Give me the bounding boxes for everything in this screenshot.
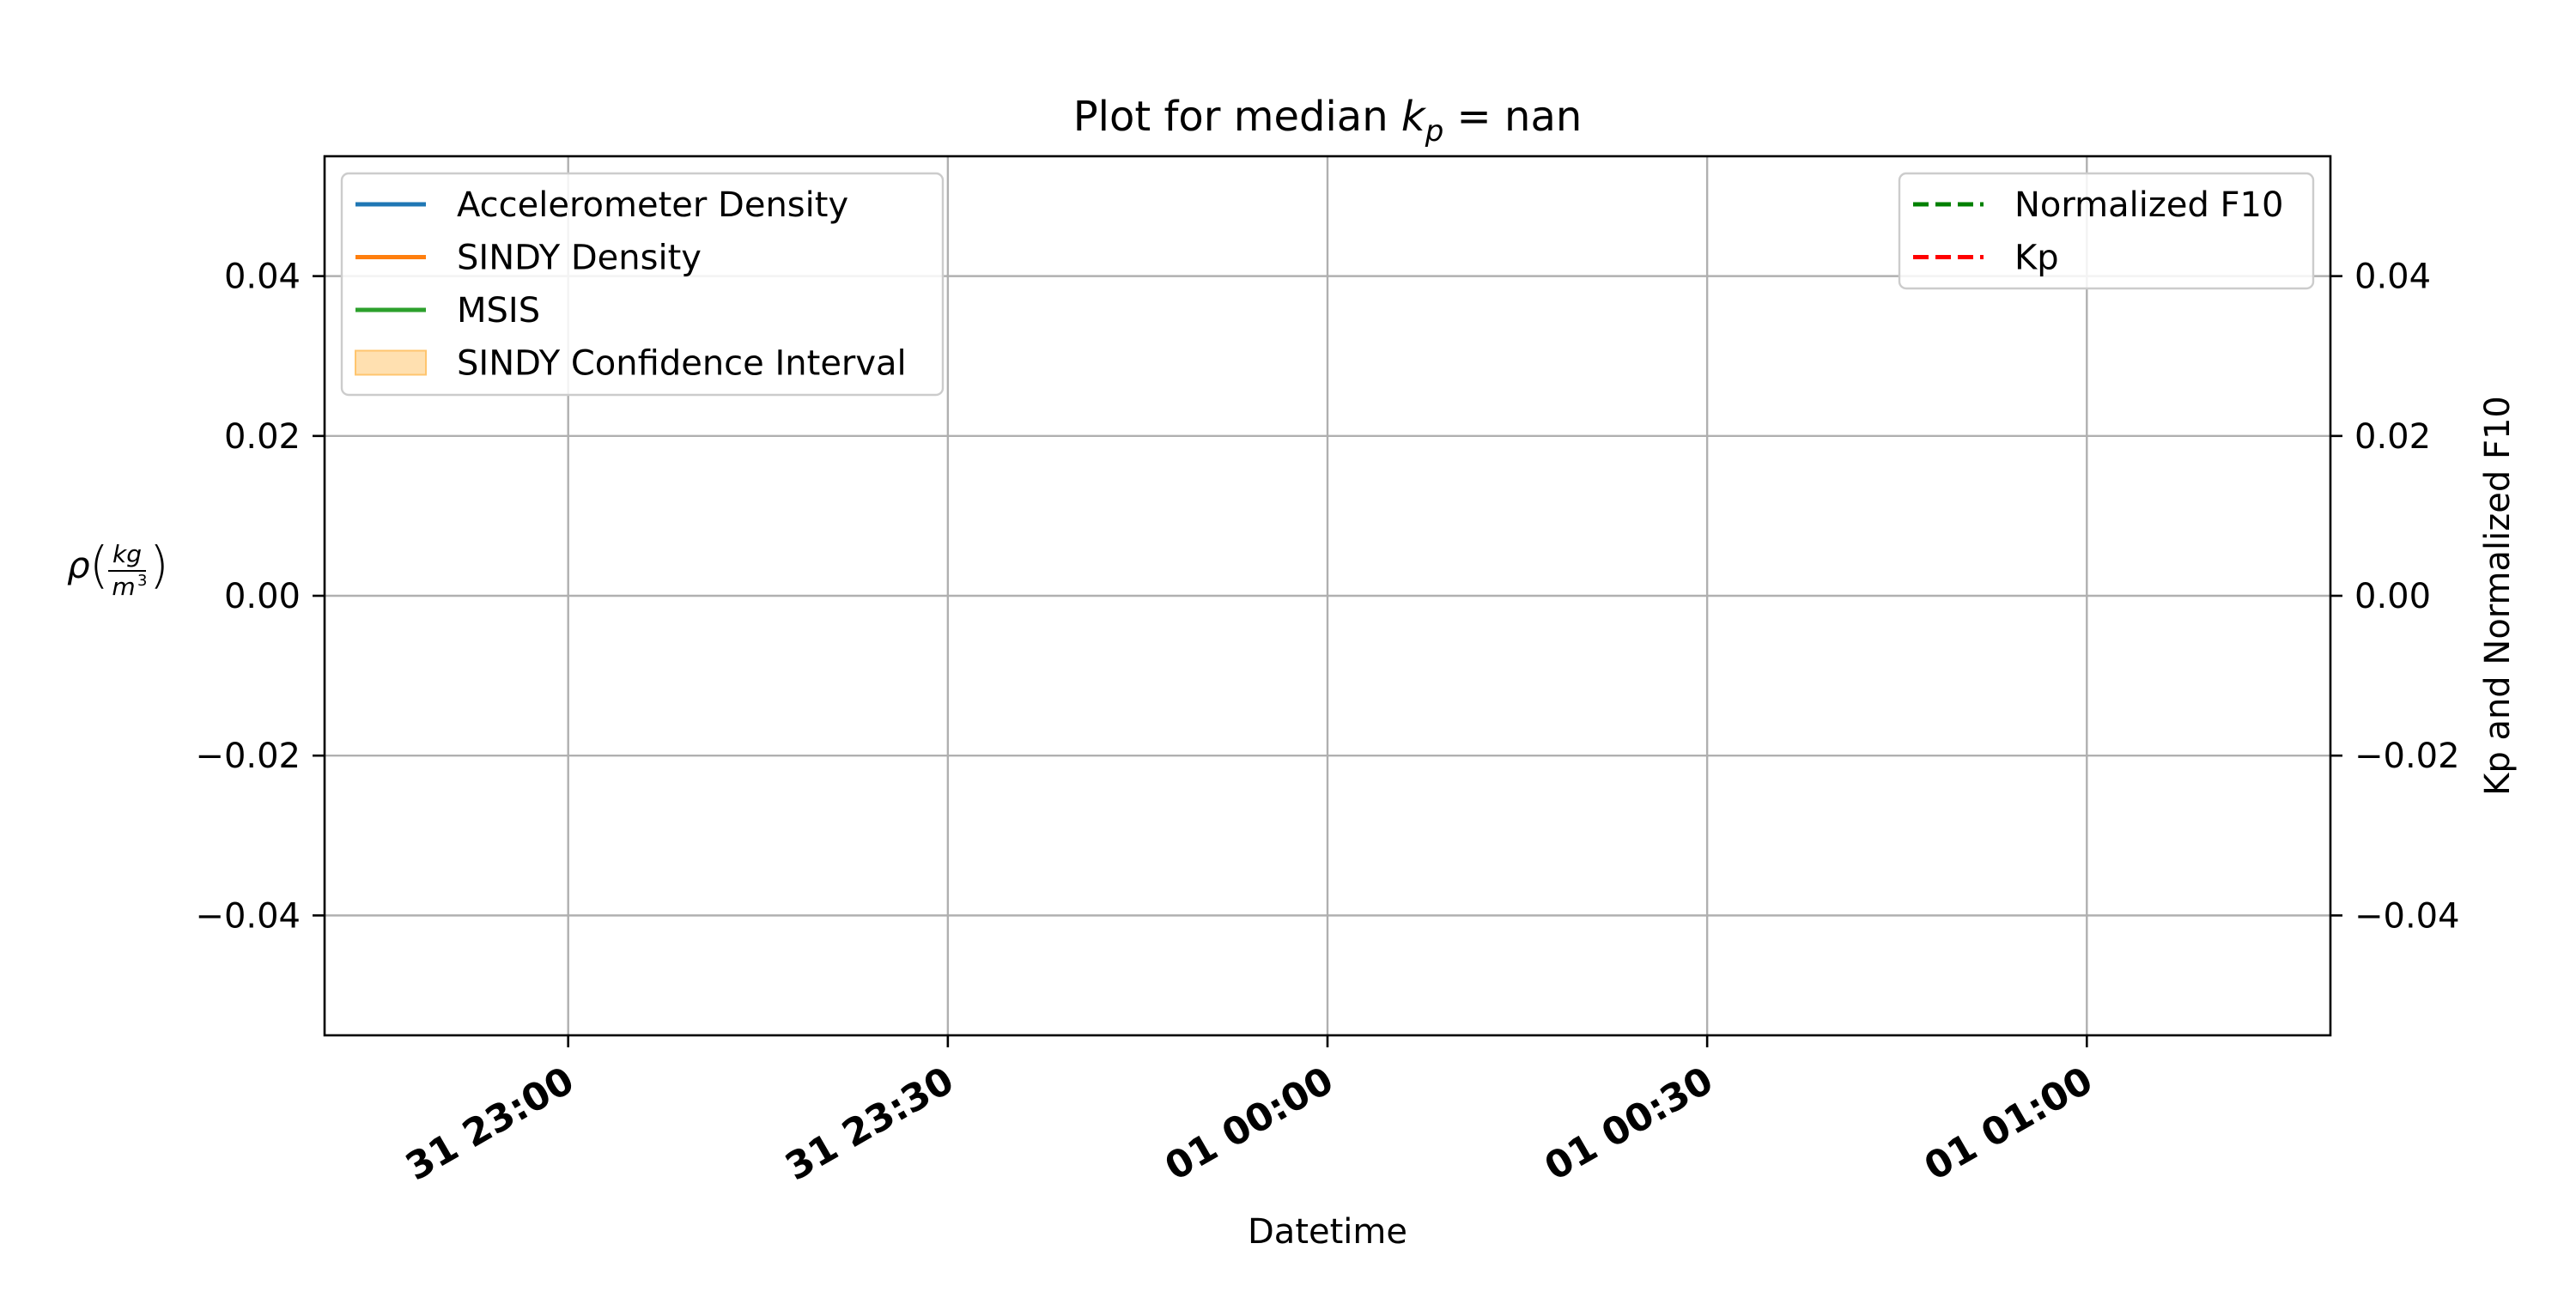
y-tick-label-right: −0.02 [2354, 737, 2460, 776]
y-tick-label-right: 0.04 [2354, 258, 2431, 297]
chart-title: Plot for median kp = nan [1073, 93, 1583, 149]
y-label-numerator: kg [112, 540, 142, 568]
y-tick-label-right: −0.04 [2354, 896, 2460, 936]
legend-label: Accelerometer Density [457, 185, 848, 225]
y-label-denominator: m [112, 573, 135, 601]
y-label-paren-left: ( [89, 536, 109, 594]
y-label-rho: ρ [67, 544, 90, 586]
y-tick-label-right: 0.00 [2354, 577, 2431, 616]
legend-label: SINDY Density [457, 239, 702, 278]
legend-label: Kp [2014, 239, 2059, 278]
y-label-paren-right: ) [149, 536, 169, 594]
y-tick-label-left: −0.02 [195, 737, 301, 776]
y-tick-label-left: −0.04 [195, 896, 301, 936]
legend-right: Normalized F10 Kp [1898, 172, 2315, 290]
y-axis-label-left: ρ(kg m 3) [67, 536, 169, 601]
y-tick-label-left: 0.04 [224, 258, 301, 297]
y-tick-label-right: 0.02 [2354, 417, 2431, 457]
legend-right-frame [1898, 172, 2315, 290]
legend-label: Normalized F10 [2014, 185, 2283, 225]
legend-label: SINDY Confidence Interval [457, 344, 907, 384]
y-axis-label-right: Kp and Normalized F10 [2478, 396, 2518, 796]
legend-left: Accelerometer Density SINDY Density MSIS SI… [340, 172, 945, 397]
y-tick-label-left: 0.02 [224, 417, 301, 457]
y-label-exponent: 3 [137, 572, 147, 590]
y-tick-label-left: 0.00 [224, 577, 301, 616]
legend-left-frame [340, 172, 945, 397]
legend-label: MSIS [457, 291, 540, 331]
legend-swatch [355, 349, 427, 376]
x-axis-label: Datetime [1248, 1212, 1407, 1252]
